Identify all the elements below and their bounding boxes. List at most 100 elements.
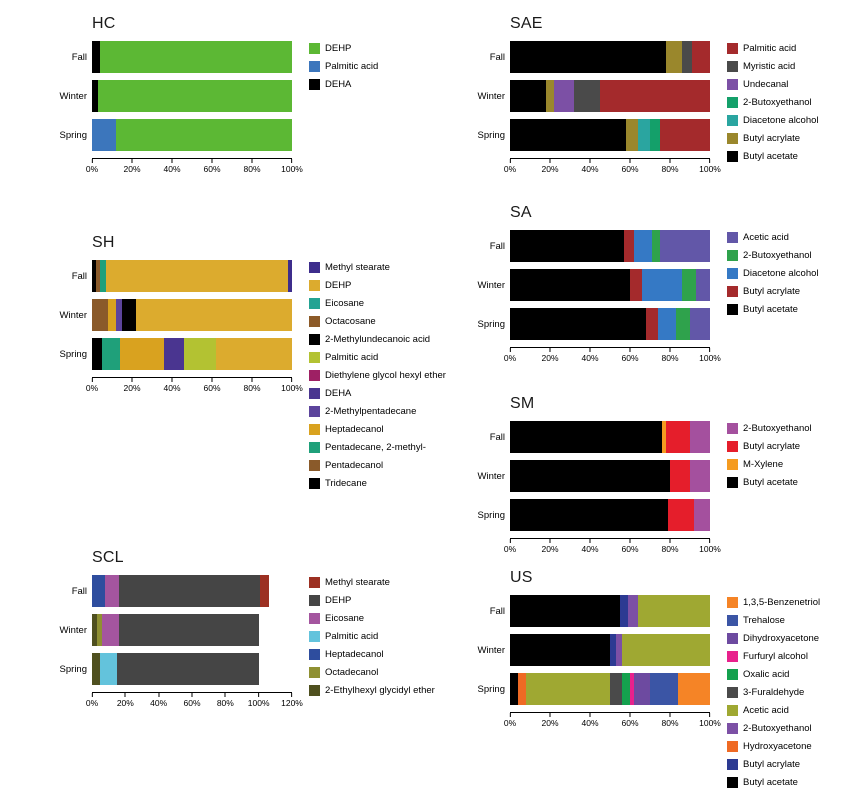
legend-label: DEHP	[325, 595, 352, 606]
bars-area: Fall Winter Spring	[470, 421, 710, 531]
y-axis-label: Winter	[59, 90, 87, 102]
bar-segment-methyl-stearate	[260, 575, 269, 607]
legend-label: 2-Butoxyethanol	[743, 723, 812, 734]
bar-row-winter: Winter	[470, 80, 710, 112]
tick-label: 100%	[247, 698, 270, 708]
legend-swatch	[727, 286, 738, 297]
legend-swatch	[727, 232, 738, 243]
tick-label: 60%	[621, 718, 639, 728]
x-axis-tick: 0%	[504, 159, 516, 174]
legend-item-butyl-acrylate: Butyl acrylate	[727, 286, 819, 297]
legend-swatch	[309, 685, 320, 696]
x-axis-tick: 100%	[699, 348, 721, 363]
bar-segment-butyl-acrylate	[546, 80, 554, 112]
bar-segment-butyl-acrylate	[666, 421, 690, 453]
legend-label: 2-Methylundecanoic acid	[325, 334, 431, 345]
legend-item-diacetone-alcohol: Diacetone alcohol	[727, 115, 819, 126]
legend-item-dihydroxyacetone: Dihydroxyacetone	[727, 633, 820, 644]
bar-segment-palmitic-acid	[184, 338, 216, 370]
tick-label: 100%	[699, 353, 721, 363]
tick-mark	[291, 159, 293, 163]
y-axis-label: Winter	[477, 470, 505, 482]
bar-segment-undecanal	[554, 80, 574, 112]
tick-mark	[629, 539, 631, 543]
legend-label: Eicosane	[325, 298, 365, 309]
tick-label: 20%	[123, 383, 141, 393]
bar-segment-2-butoxyethanol	[690, 421, 710, 453]
bar-segment-diacetone-alcohol	[658, 308, 676, 340]
bar-segment-2-butoxyethanol	[650, 119, 660, 151]
bar-row-spring: Spring	[470, 308, 710, 340]
bar-segment-butyl-acrylate	[624, 230, 634, 262]
bar-segment-pentadecane-2-methyl	[100, 260, 106, 292]
bar-track	[510, 230, 710, 262]
bar-segment-myristic-acid	[682, 41, 692, 73]
tick-mark	[171, 159, 173, 163]
legend: Acetic acid 2-Butoxyethanol Diacetone alco…	[727, 230, 819, 322]
legend-swatch	[309, 649, 320, 660]
bar-track	[510, 421, 710, 453]
legend-swatch	[727, 723, 738, 734]
tick-label: 0%	[85, 383, 99, 393]
legend-label: Oxalic acid	[743, 669, 790, 680]
bar-track	[510, 308, 710, 340]
tick-mark	[549, 159, 551, 163]
legend-swatch	[727, 615, 738, 626]
bar-segment-2-butoxyethanol	[652, 230, 660, 262]
legend-item-methyl-stearate: Methyl stearate	[309, 577, 435, 588]
legend-label: Heptadecanol	[325, 649, 384, 660]
tick-label: 120%	[281, 698, 303, 708]
bar-segment-dehp	[100, 41, 292, 73]
tick-mark	[509, 348, 511, 352]
legend-item-acetic-acid: Acetic acid	[727, 705, 820, 716]
bar-row-winter: Winter	[470, 460, 710, 492]
tick-mark	[158, 693, 160, 697]
legend-item-heptadecanol: Heptadecanol	[309, 424, 446, 435]
bar-segment-eicosane	[105, 575, 119, 607]
bar-segment-butyl-acetate	[510, 421, 662, 453]
x-axis: 0% 20% 40% 60% 80% 100%	[504, 538, 721, 556]
legend-swatch	[309, 667, 320, 678]
legend-label: Acetic acid	[743, 705, 789, 716]
tick-label: 40%	[581, 353, 599, 363]
tick-mark	[124, 693, 126, 697]
legend-label: Butyl acrylate	[743, 133, 801, 144]
y-axis-label: Spring	[477, 509, 505, 521]
bar-segment-deha	[92, 41, 100, 73]
y-axis-label: Spring	[59, 663, 87, 675]
legend-swatch	[727, 705, 738, 716]
tick-label: 20%	[541, 718, 559, 728]
bar-segment-eicosane	[102, 614, 119, 646]
legend-item-pentadecanol: Pentadecanol	[309, 460, 446, 471]
x-axis-tick: 40%	[581, 713, 599, 728]
tick-label: 0%	[503, 544, 517, 554]
legend-item-eicosane: Eicosane	[309, 613, 435, 624]
legend-label: Methyl stearate	[325, 577, 390, 588]
x-axis-tick: 0%	[504, 348, 516, 363]
bar-segment-deha	[164, 338, 184, 370]
x-axis-tick: 40%	[150, 693, 167, 708]
plot-area: Fall Winter Spring 0% 20% 40% 60% 80% 100%	[52, 260, 303, 395]
bar-segment-butyl-acetate	[510, 308, 646, 340]
tick-mark	[131, 378, 133, 382]
bar-segment-dehp	[216, 338, 292, 370]
legend-label: 3-Furaldehyde	[743, 687, 805, 698]
legend-item-diacetone-alcohol: Diacetone alcohol	[727, 268, 819, 279]
x-axis-tick: 100%	[248, 693, 270, 708]
bar-segment-heptadecanol	[92, 575, 106, 607]
bar-segment-tridecane	[92, 338, 102, 370]
legend-swatch	[309, 577, 320, 588]
bar-track	[510, 634, 710, 666]
tick-label: 60%	[203, 164, 221, 174]
bar-track	[92, 338, 292, 370]
x-axis-tick: 60%	[621, 539, 639, 554]
bar-segment-2-butoxyethanol	[690, 460, 710, 492]
bars-area: Fall Winter Spring	[470, 595, 710, 705]
legend-swatch	[727, 151, 738, 162]
tick-label: 80%	[216, 698, 234, 708]
tick-mark	[258, 693, 260, 697]
tick-label: 0%	[85, 698, 99, 708]
legend-label: Butyl acetate	[743, 777, 798, 788]
legend-item-eicosane: Eicosane	[309, 298, 446, 309]
legend: 2-Butoxyethanol Butyl acrylate M-Xylene But…	[727, 421, 812, 495]
